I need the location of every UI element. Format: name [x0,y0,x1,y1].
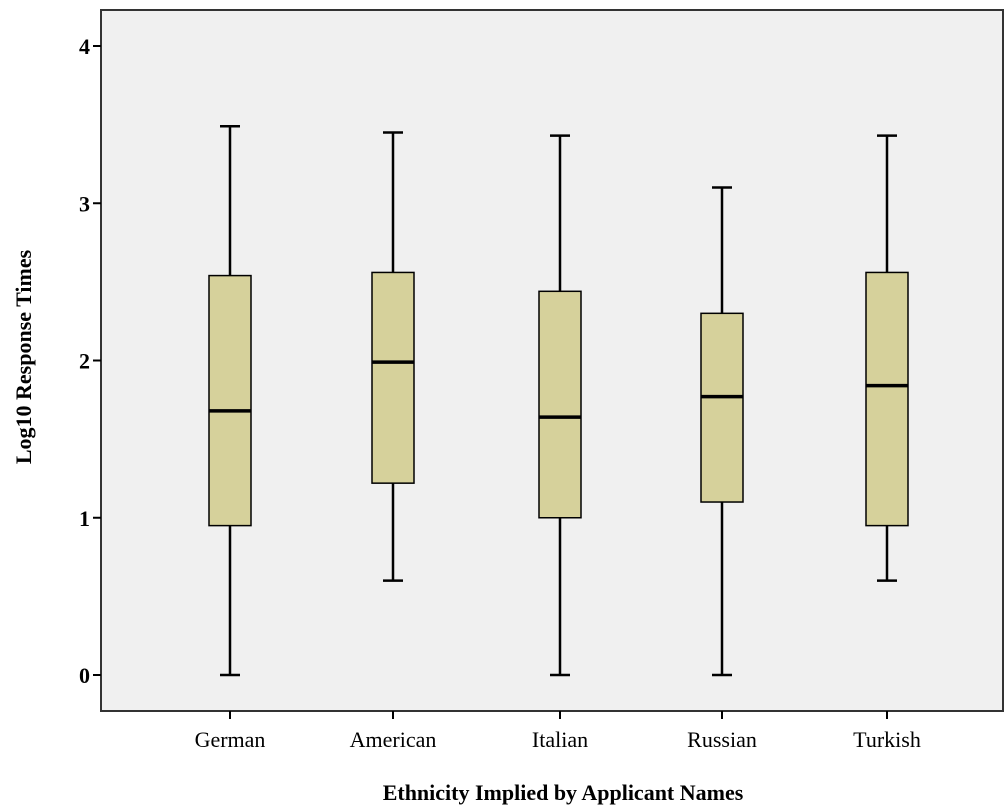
y-axis-title: Log10 Response Times [11,249,36,464]
x-axis: German American Italian Russian Turkish [195,711,921,752]
box-italian [538,134,582,677]
x-tick-label: Italian [532,727,588,752]
box-russian [700,186,744,677]
x-tick-label: American [350,727,437,752]
iqr-box [208,274,252,527]
iqr-box [371,271,415,484]
box-turkish [865,134,909,582]
x-tick-label: German [195,727,266,752]
y-tick-label: 2 [79,349,90,374]
iqr-box [700,312,744,503]
y-tick-label: 3 [79,191,90,216]
y-tick-label: 1 [79,506,90,531]
iqr-box [865,271,909,527]
y-tick-label: 0 [79,663,90,688]
box-german [208,124,252,677]
box-american [371,131,415,582]
x-tick-label: Russian [687,727,757,752]
y-axis: 0 1 2 3 4 [79,34,101,688]
x-tick-label: Turkish [853,727,921,752]
y-tick-label: 4 [79,34,90,59]
boxes [208,124,909,677]
x-axis-title: Ethnicity Implied by Applicant Names [383,780,744,805]
iqr-box [538,290,582,519]
